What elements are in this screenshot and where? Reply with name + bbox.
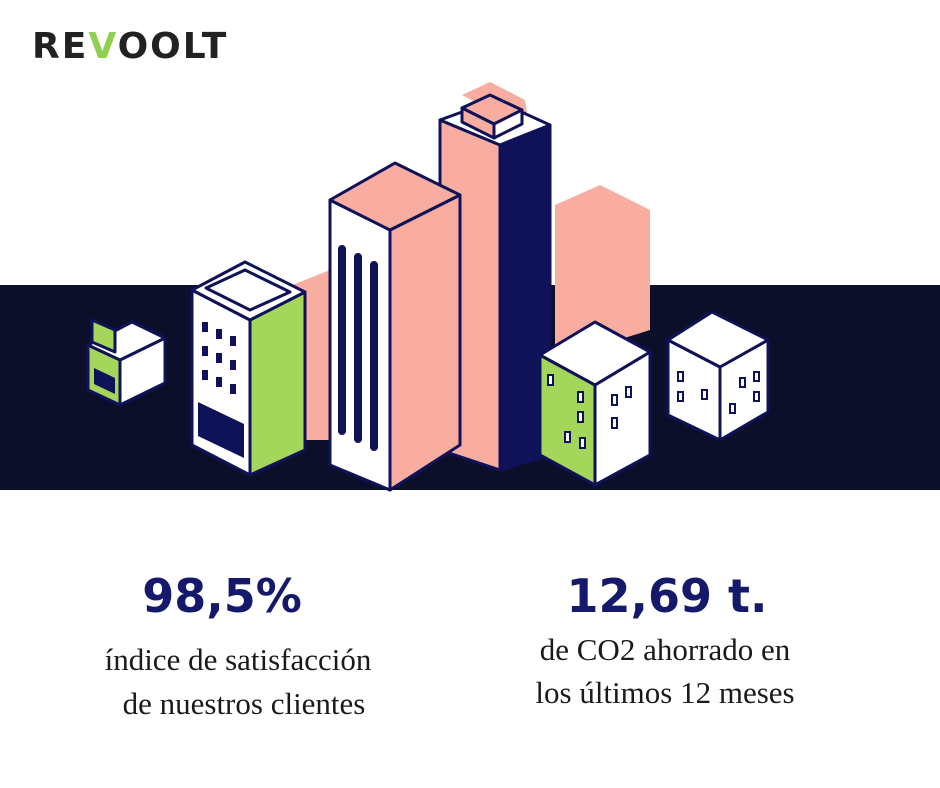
small-door [94, 368, 115, 394]
center-roof [328, 161, 462, 232]
tower-roof-box [492, 108, 524, 140]
left-side [248, 290, 307, 477]
stat-description: de nuestros clientes [123, 686, 366, 721]
bg-building [555, 185, 650, 360]
cube2-windows [677, 371, 760, 414]
cube-roof [538, 320, 652, 387]
small-sign [90, 318, 117, 354]
left-windows [198, 322, 244, 458]
stat-description: los últimos 12 meses [535, 675, 794, 710]
illustration [0, 82, 940, 492]
small-roof [86, 320, 167, 362]
left-roof-inner [204, 268, 292, 312]
stat-value: 12,69 t. [567, 569, 768, 623]
center-stripes [338, 245, 378, 451]
cube-windows [547, 374, 632, 449]
cube2-roof [666, 310, 770, 369]
stat-description: de CO2 ahorrado en [540, 632, 791, 667]
center-side [388, 193, 462, 492]
logo: REVOOLT [32, 26, 228, 67]
stat-value: 98,5% [142, 569, 302, 623]
stat-description: índice de satisfacción [105, 642, 372, 677]
